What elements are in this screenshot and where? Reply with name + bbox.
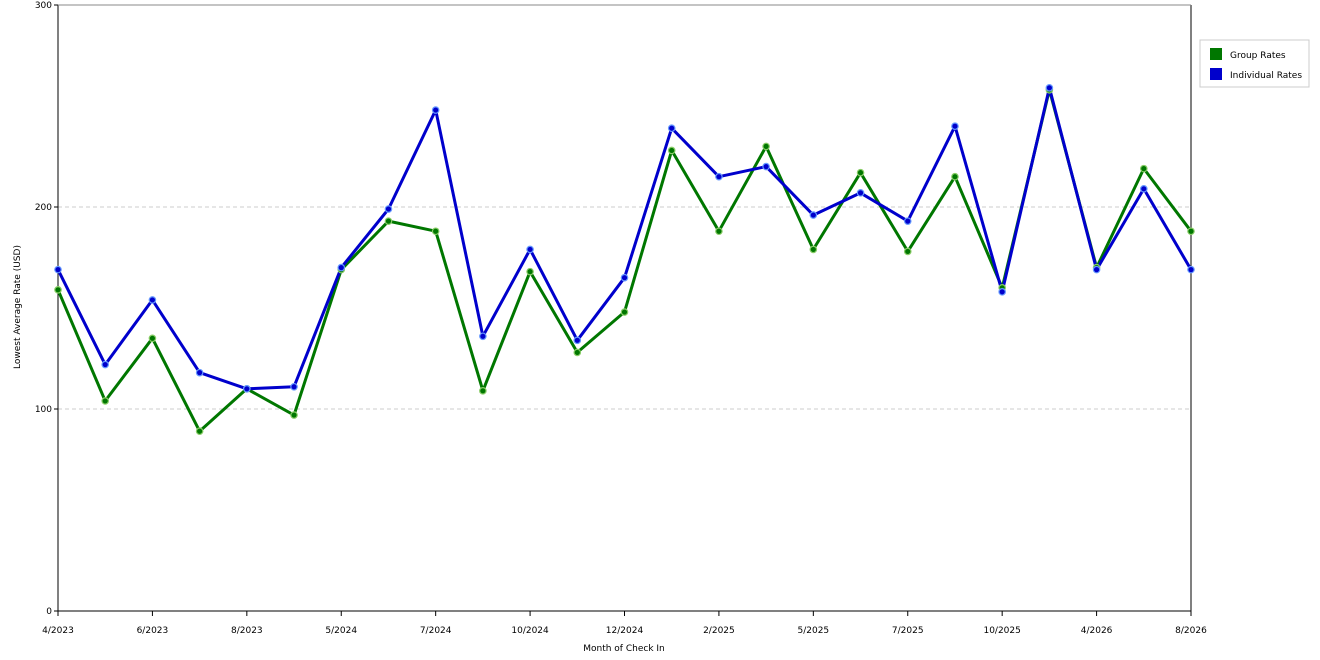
data-point-group-rates bbox=[951, 172, 959, 181]
x-tick-label: 7/2024 bbox=[420, 626, 452, 636]
legend-swatch-group-rates bbox=[1210, 48, 1222, 60]
x-tick-label: 7/2025 bbox=[892, 626, 924, 636]
x-axis-title: Month of Check In bbox=[583, 644, 665, 654]
series-line-group-rates bbox=[56, 88, 1193, 433]
data-point-individual-rates bbox=[243, 384, 251, 393]
data-point-individual-rates bbox=[1139, 185, 1148, 193]
data-point-group-rates bbox=[431, 227, 440, 236]
y-axis-title: Lowest Average Rate (USD) bbox=[13, 245, 23, 369]
data-point-individual-rates bbox=[715, 172, 723, 181]
y-tick-label: 200 bbox=[35, 203, 52, 213]
data-point-individual-rates bbox=[903, 217, 912, 225]
data-point-group-rates bbox=[101, 397, 110, 405]
series-lines bbox=[56, 86, 1193, 433]
data-point-individual-rates bbox=[573, 336, 582, 345]
x-tick-label: 5/2024 bbox=[325, 626, 357, 636]
data-point-individual-rates bbox=[762, 162, 770, 171]
data-point-group-rates bbox=[715, 227, 723, 236]
x-tick-label: 4/2026 bbox=[1081, 626, 1113, 636]
data-point-individual-rates bbox=[479, 332, 487, 341]
data-point-individual-rates bbox=[526, 245, 534, 254]
data-point-group-rates bbox=[903, 247, 912, 256]
data-point-individual-rates bbox=[667, 124, 676, 133]
data-point-group-rates bbox=[384, 217, 393, 225]
legend-label-individual-rates: Individual Rates bbox=[1230, 71, 1302, 81]
data-point-group-rates bbox=[809, 245, 818, 254]
legend-label-group-rates: Group Rates bbox=[1230, 51, 1286, 61]
data-point-group-rates bbox=[620, 308, 629, 316]
data-point-group-rates bbox=[573, 348, 582, 357]
data-point-individual-rates bbox=[809, 211, 818, 219]
data-point-individual-rates bbox=[856, 189, 865, 197]
axes: 0 100 200 300 4/2023 6/2023 8/2023 5/2024 7/2024… bbox=[35, 1, 1207, 636]
data-point-group-rates bbox=[667, 146, 676, 155]
data-point-individual-rates bbox=[101, 360, 110, 369]
data-point-group-rates bbox=[1139, 164, 1148, 173]
x-tick-label: 6/2023 bbox=[137, 626, 169, 636]
legend-box bbox=[1199, 39, 1310, 88]
data-point-individual-rates bbox=[431, 106, 440, 114]
data-point-individual-rates bbox=[620, 273, 629, 282]
y-tick-label: 100 bbox=[35, 405, 52, 415]
x-tick-label: 2/2025 bbox=[703, 626, 735, 636]
x-tick-label: 10/2024 bbox=[511, 626, 549, 636]
data-point-individual-rates bbox=[54, 265, 62, 274]
x-tick-label: 4/2023 bbox=[42, 626, 74, 636]
data-point-individual-rates bbox=[1187, 265, 1195, 274]
legend: Group Rates Individual Rates bbox=[1199, 39, 1310, 88]
data-point-individual-rates bbox=[1045, 84, 1054, 92]
data-point-individual-rates bbox=[384, 205, 393, 213]
y-tick-label: 300 bbox=[35, 1, 52, 11]
data-point-group-rates bbox=[762, 142, 770, 151]
data-point-individual-rates bbox=[951, 122, 959, 131]
legend-swatch-individual-rates bbox=[1210, 68, 1222, 80]
series-line-individual-rates bbox=[56, 86, 1193, 391]
data-point-individual-rates bbox=[195, 368, 204, 377]
data-point-individual-rates bbox=[290, 382, 298, 391]
data-point-individual-rates bbox=[337, 263, 346, 272]
data-point-group-rates bbox=[290, 411, 298, 419]
data-point-individual-rates bbox=[148, 296, 157, 304]
data-point-group-rates bbox=[1187, 227, 1195, 236]
data-point-group-rates bbox=[195, 427, 204, 436]
data-point-individual-rates bbox=[1092, 265, 1101, 274]
data-point-individual-rates bbox=[998, 288, 1006, 296]
data-point-group-rates bbox=[148, 334, 157, 343]
data-point-group-rates bbox=[526, 267, 534, 276]
data-point-group-rates bbox=[54, 286, 62, 294]
x-tick-label: 10/2025 bbox=[983, 626, 1020, 636]
x-tick-label: 8/2026 bbox=[1175, 626, 1207, 636]
y-tick-label: 0 bbox=[46, 607, 52, 617]
data-points bbox=[54, 84, 1195, 436]
x-tick-label: 12/2024 bbox=[606, 626, 644, 636]
data-point-group-rates bbox=[479, 387, 487, 395]
x-tick-label: 5/2025 bbox=[797, 626, 829, 636]
data-point-group-rates bbox=[856, 168, 865, 177]
x-tick-label: 8/2023 bbox=[231, 626, 263, 636]
